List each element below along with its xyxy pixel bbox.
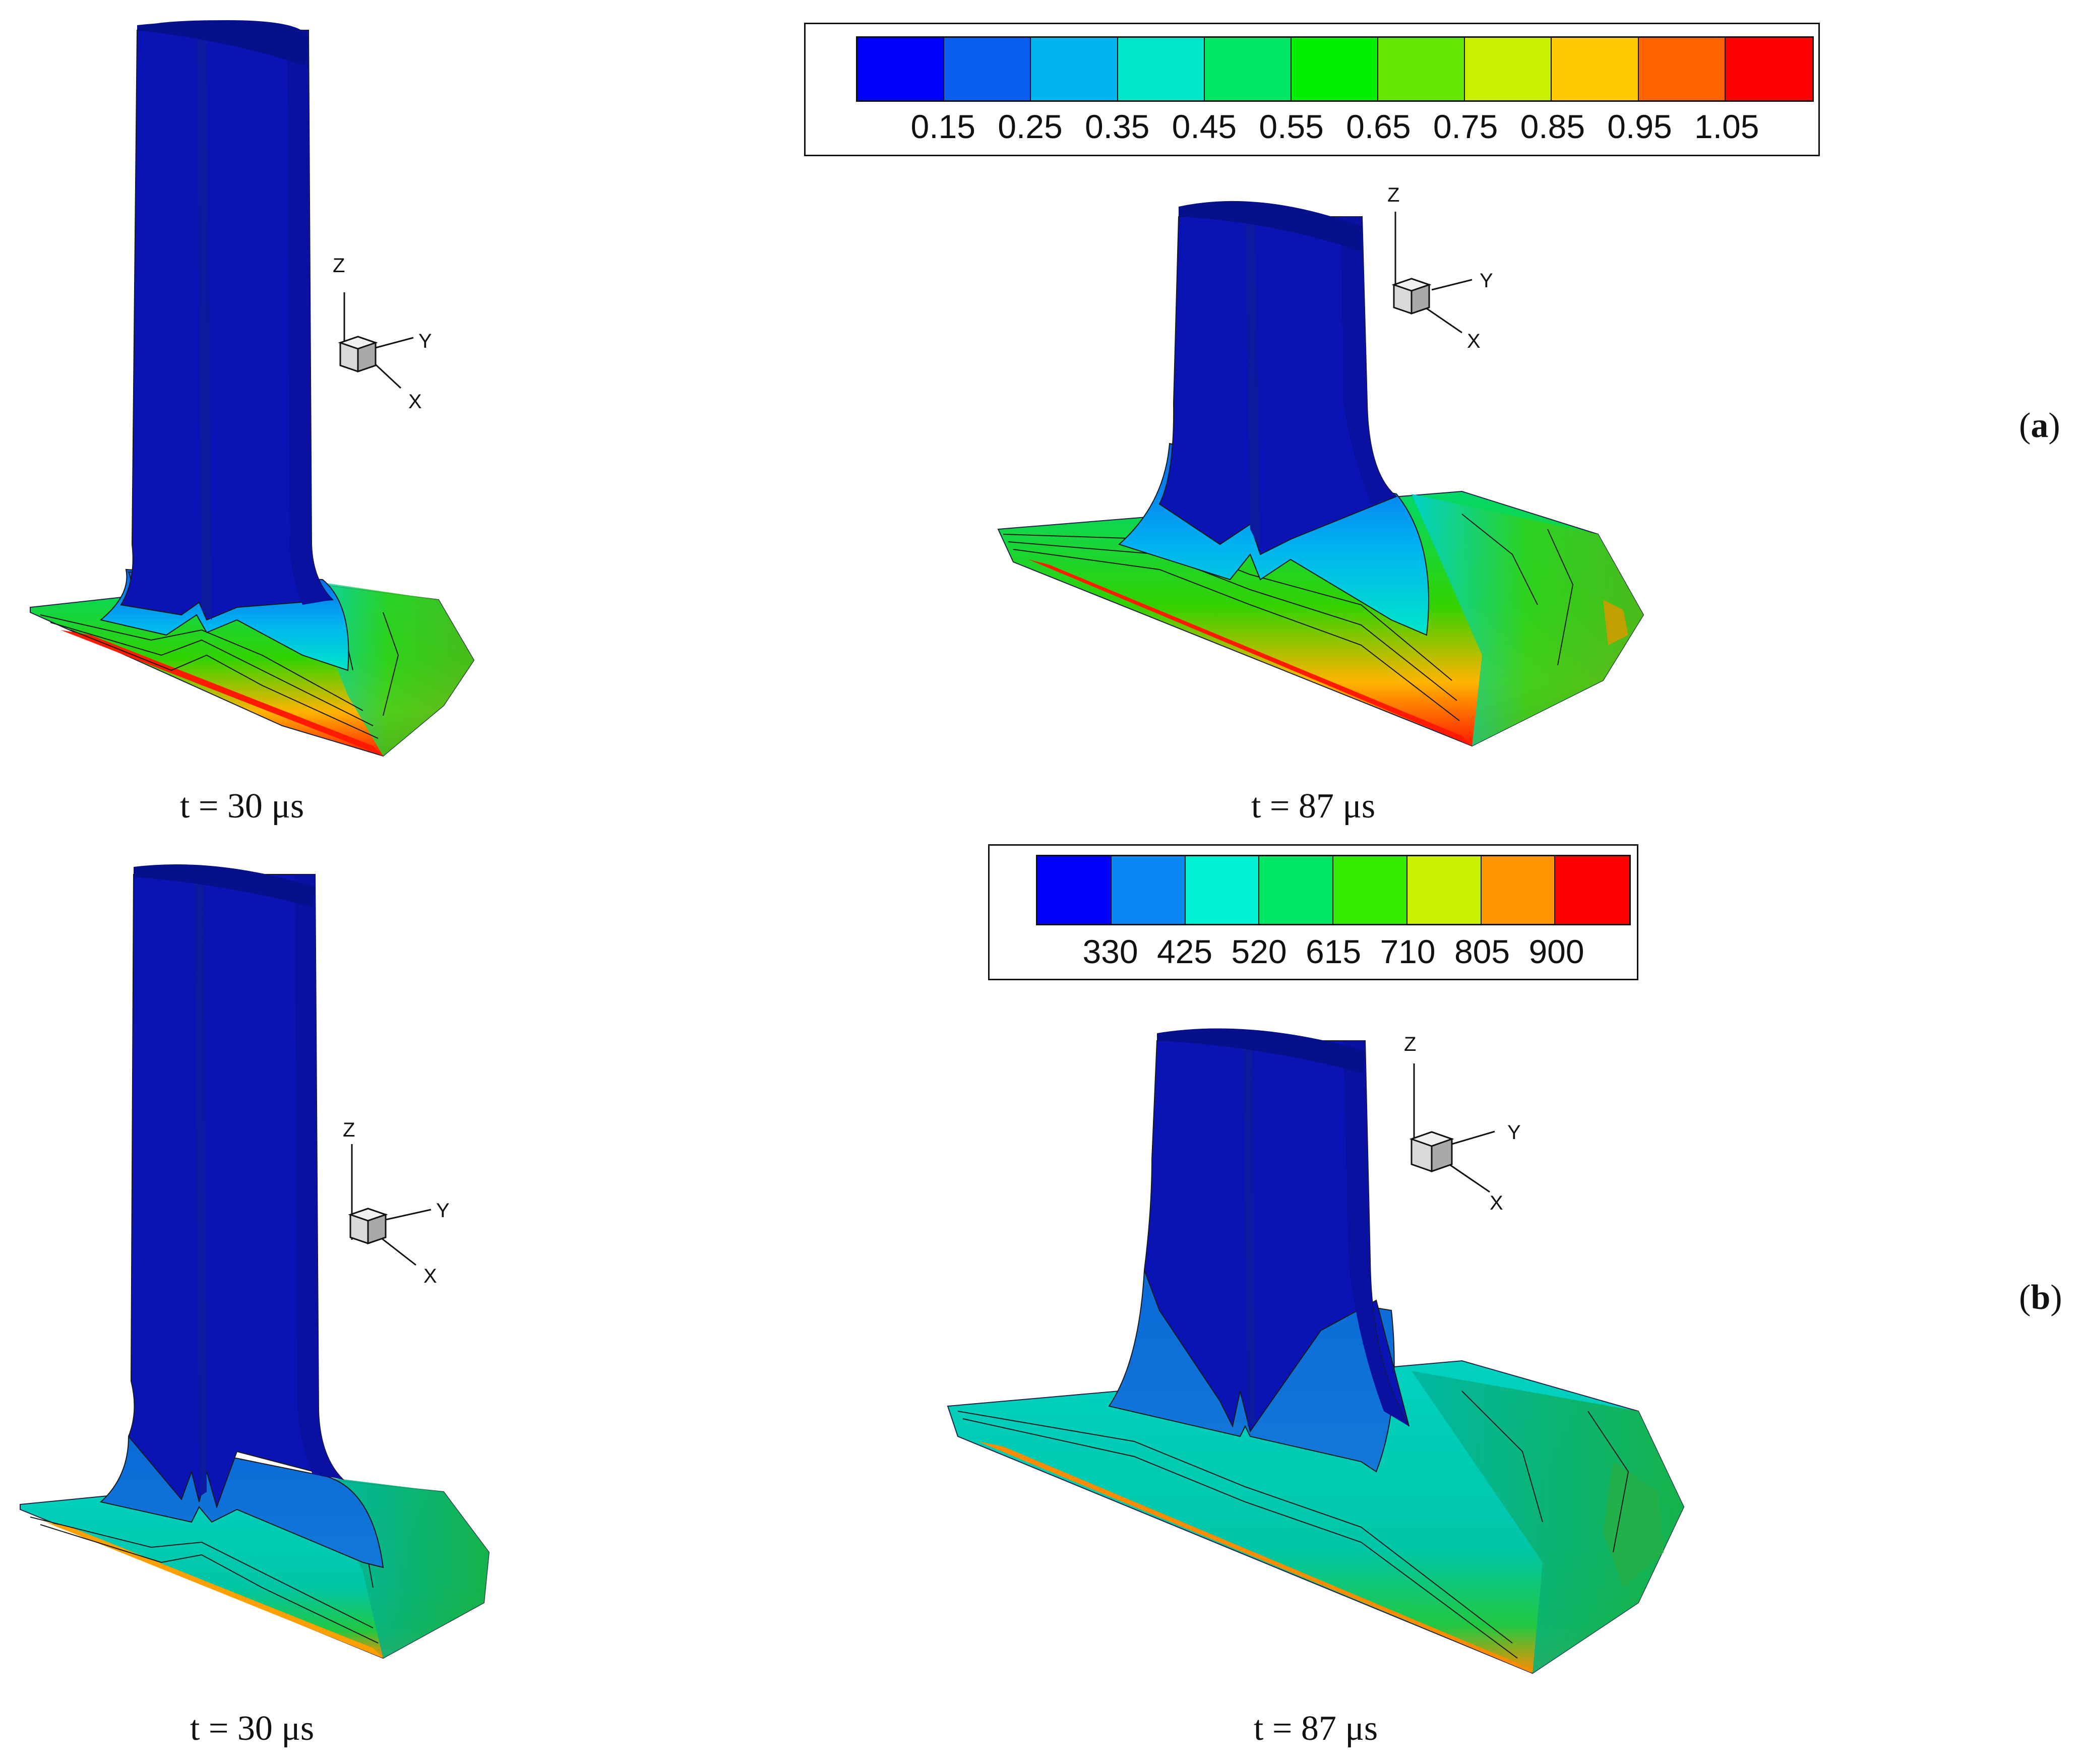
column-top-cap	[137, 23, 309, 66]
colorbar-a-swatch	[1204, 38, 1292, 100]
colorbar-b-swatch	[1555, 856, 1629, 924]
colorbar-b-tick: 520	[1231, 933, 1287, 970]
axis-y-label: Y	[418, 330, 432, 352]
base-red-strip	[60, 630, 383, 756]
axis-x-label: X	[423, 1265, 437, 1287]
column-highlight	[1243, 1046, 1255, 1426]
base-green-band	[1603, 1462, 1664, 1588]
column-shade	[287, 30, 333, 605]
colorbar-b-tick: 900	[1528, 933, 1584, 970]
axis-y-label: Y	[1507, 1121, 1521, 1144]
column-top-cap	[1157, 1028, 1365, 1074]
specimen-b-30us	[20, 864, 490, 1659]
base-side	[1412, 1371, 1684, 1673]
colorbar-a-tick: 0.95	[1607, 108, 1672, 145]
axis-z-label: Z	[1387, 184, 1399, 206]
base-side	[1412, 494, 1643, 746]
colorbar-b-swatch	[1037, 856, 1112, 924]
base-orange-strip	[978, 1441, 1533, 1673]
colorbar-b-tick: 425	[1156, 933, 1213, 970]
axis-triad: Z Y X	[333, 255, 432, 413]
colorbar-b-swatches	[1036, 855, 1631, 925]
colorbar-b-tick: 710	[1380, 933, 1436, 970]
specimen-a-30us	[30, 20, 475, 757]
colorbar-b-tick: 805	[1454, 933, 1510, 970]
axis-y-label: Y	[436, 1200, 450, 1222]
caption-a-30: t = 30 μs	[179, 787, 304, 826]
colorbar-b-swatch	[1333, 856, 1407, 924]
axis-z-label: Z	[333, 255, 345, 277]
axis-triad: Z Y X	[1387, 184, 1493, 352]
column-highlight	[197, 30, 212, 620]
colorbar-a-swatch	[1725, 38, 1812, 100]
base-red-strip	[1028, 559, 1472, 746]
caption-b-30: t = 30 μs	[190, 1709, 315, 1748]
column-highlight	[1245, 222, 1260, 549]
colorbar-a-tick: 0.15	[910, 108, 975, 145]
panel-label-a-letter: a	[2031, 406, 2049, 445]
axis-x-label: X	[408, 391, 422, 413]
axis-z-label: Z	[1404, 1033, 1416, 1055]
colorbar-a-swatch	[1552, 38, 1639, 100]
colorbar-a-tick: 0.45	[1172, 108, 1237, 145]
colorbar-a-swatch	[944, 38, 1031, 100]
colorbar-a-tick: 0.55	[1259, 108, 1324, 145]
column-top	[137, 20, 309, 66]
axis-y-label: Y	[1480, 270, 1493, 292]
column-top-cap	[134, 864, 315, 907]
colorbar-a-tick: 0.25	[998, 108, 1063, 145]
axis-triad: Z Y X	[343, 1119, 450, 1287]
axis-x-label: X	[1467, 330, 1481, 352]
colorbar-a-swatch	[858, 38, 945, 100]
column-shade	[295, 874, 343, 1479]
colorbar-b-tick: 330	[1082, 933, 1138, 970]
specimen-b-87us	[947, 1028, 1685, 1674]
colorbar-a-swatches	[856, 36, 1814, 102]
base-side-orange	[1603, 600, 1628, 645]
colorbar-a-tick: 0.65	[1346, 108, 1411, 145]
column-body	[1143, 1040, 1410, 1433]
column-top-cap	[1179, 201, 1362, 252]
colorbar-a-tick: 0.35	[1084, 108, 1150, 145]
column-body	[128, 874, 345, 1509]
axis-z-label: Z	[343, 1119, 355, 1141]
colorbar-a-swatch	[1378, 38, 1465, 100]
panel-label-a: (a)	[2019, 406, 2060, 445]
base-orange-strip	[45, 1522, 383, 1658]
colorbar-a-swatch	[1465, 38, 1552, 100]
axis-triad: Z Y X	[1404, 1033, 1521, 1214]
colorbar-b-swatch	[1407, 856, 1482, 924]
colorbar-a: 0.15 0.25 0.35 0.45 0.55 0.65 0.75 0.85 0.95 1.05	[804, 23, 1820, 156]
axis-x-label: X	[1490, 1192, 1503, 1214]
panel-label-b: (b)	[2019, 1278, 2062, 1317]
caption-b-87: t = 87 μs	[1253, 1709, 1378, 1748]
colorbar-b-swatch	[1259, 856, 1333, 924]
colorbar-b-tick: 615	[1305, 933, 1362, 970]
colorbar-a-swatch	[1031, 38, 1118, 100]
colorbar-b-swatch	[1481, 856, 1556, 924]
column-highlight	[194, 877, 207, 1497]
colorbar-b: 330 425 520 615 710 805 900	[988, 844, 1638, 980]
colorbar-b-swatch	[1111, 856, 1186, 924]
colorbar-b-swatch	[1185, 856, 1260, 924]
colorbar-a-swatch	[1118, 38, 1205, 100]
column-shade	[1343, 1041, 1409, 1426]
specimen-a-87us	[997, 201, 1644, 747]
colorbar-a-tick: 0.85	[1520, 108, 1585, 145]
colorbar-a-tick: 1.05	[1694, 108, 1759, 145]
colorbar-a-swatch	[1638, 38, 1726, 100]
panel-label-b-letter: b	[2031, 1278, 2051, 1317]
caption-a-87: t = 87 μs	[1251, 787, 1376, 826]
colorbar-a-tick: 0.75	[1433, 108, 1498, 145]
column-shade	[1341, 217, 1396, 504]
colorbar-a-swatch	[1291, 38, 1379, 100]
